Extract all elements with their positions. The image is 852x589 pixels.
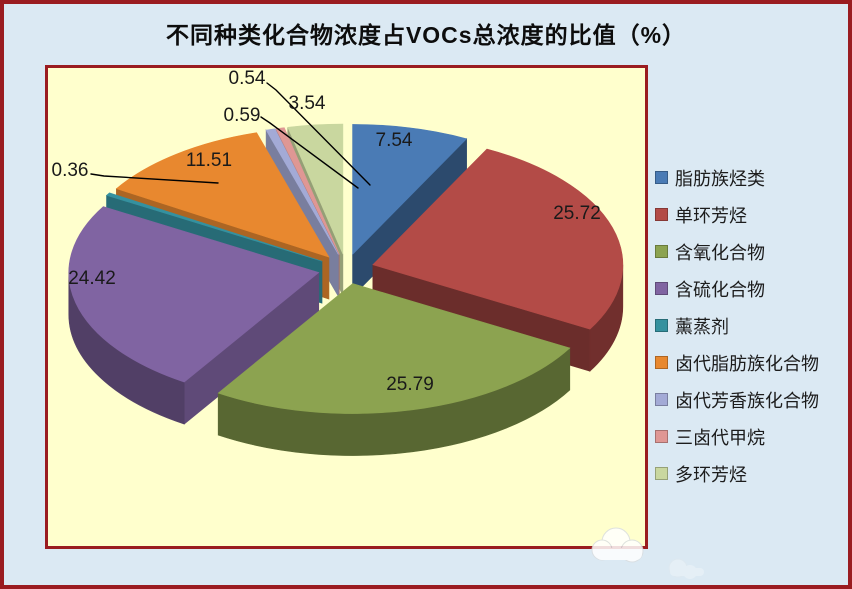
- legend-label: 单环芳烃: [675, 205, 747, 226]
- pie-slice-3: [217, 283, 571, 456]
- legend-swatch-icon: [655, 282, 668, 295]
- legend-item-5: 薰蒸剂: [655, 307, 848, 344]
- pie-slice-4: [68, 206, 320, 425]
- legend-item-8: 三卤代甲烷: [655, 418, 848, 455]
- legend-label: 含硫化合物: [675, 279, 765, 300]
- legend-swatch-icon: [655, 356, 668, 369]
- legend-item-4: 含硫化合物: [655, 270, 848, 307]
- legend-label: 卤代脂肪族化合物: [675, 353, 819, 374]
- legend-swatch-icon: [655, 208, 668, 221]
- slice-value-label: 24.42: [68, 268, 116, 289]
- slice-value-label: 7.54: [376, 130, 413, 151]
- chart-title: 不同种类化合物浓度占VOCs总浓度的比值（%）: [165, 22, 687, 48]
- legend-item-9: 多环芳烃: [655, 455, 848, 492]
- slice-value-label: 25.72: [553, 203, 601, 224]
- legend-label: 含氧化合物: [675, 242, 765, 263]
- slice-value-label: 11.51: [186, 150, 232, 171]
- legend-swatch-icon: [655, 171, 668, 184]
- legend-label: 脂肪族烃类: [675, 168, 765, 189]
- legend-item-3: 含氧化合物: [655, 233, 848, 270]
- legend-swatch-icon: [655, 393, 668, 406]
- legend-swatch-icon: [655, 245, 668, 258]
- legend: 脂肪族烃类单环芳烃含氧化合物含硫化合物薰蒸剂卤代脂肪族化合物 卤代芳香族化合物 三卤…: [655, 159, 848, 492]
- legend-item-7: 卤代芳香族化合物: [655, 381, 848, 418]
- legend-label: 三卤代甲烷: [675, 427, 765, 448]
- legend-swatch-icon: [655, 319, 668, 332]
- slice-value-label: 25.79: [386, 374, 434, 395]
- plot-area: 7.54 25.72 25.79 24.42 0.36 11.51 0.59 0.54 3.54: [45, 65, 648, 549]
- slice-value-label: 0.36: [52, 160, 89, 181]
- label-leader-line: [260, 116, 359, 189]
- legend-swatch-icon: [655, 430, 668, 443]
- label-leader-line: [90, 173, 219, 184]
- legend-item-1: 脂肪族烃类: [655, 159, 848, 196]
- pie-3d-chart: 7.54 25.72 25.79 24.42 0.36 11.51 0.59 0.54 3.54: [52, 68, 624, 456]
- legend-item-6: 卤代脂肪族化合物: [655, 344, 848, 381]
- slice-value-label: 3.54: [289, 93, 326, 114]
- legend-label: 薰蒸剂: [675, 316, 729, 337]
- slice-value-label: 0.54: [229, 68, 266, 89]
- slice-value-label: 0.59: [224, 105, 261, 126]
- legend-label: 卤代芳香族化合物: [675, 390, 819, 411]
- label-leader-line: [266, 82, 371, 186]
- legend-swatch-icon: [655, 467, 668, 480]
- legend-label: 多环芳烃: [675, 464, 747, 485]
- legend-item-2: 单环芳烃: [655, 196, 848, 233]
